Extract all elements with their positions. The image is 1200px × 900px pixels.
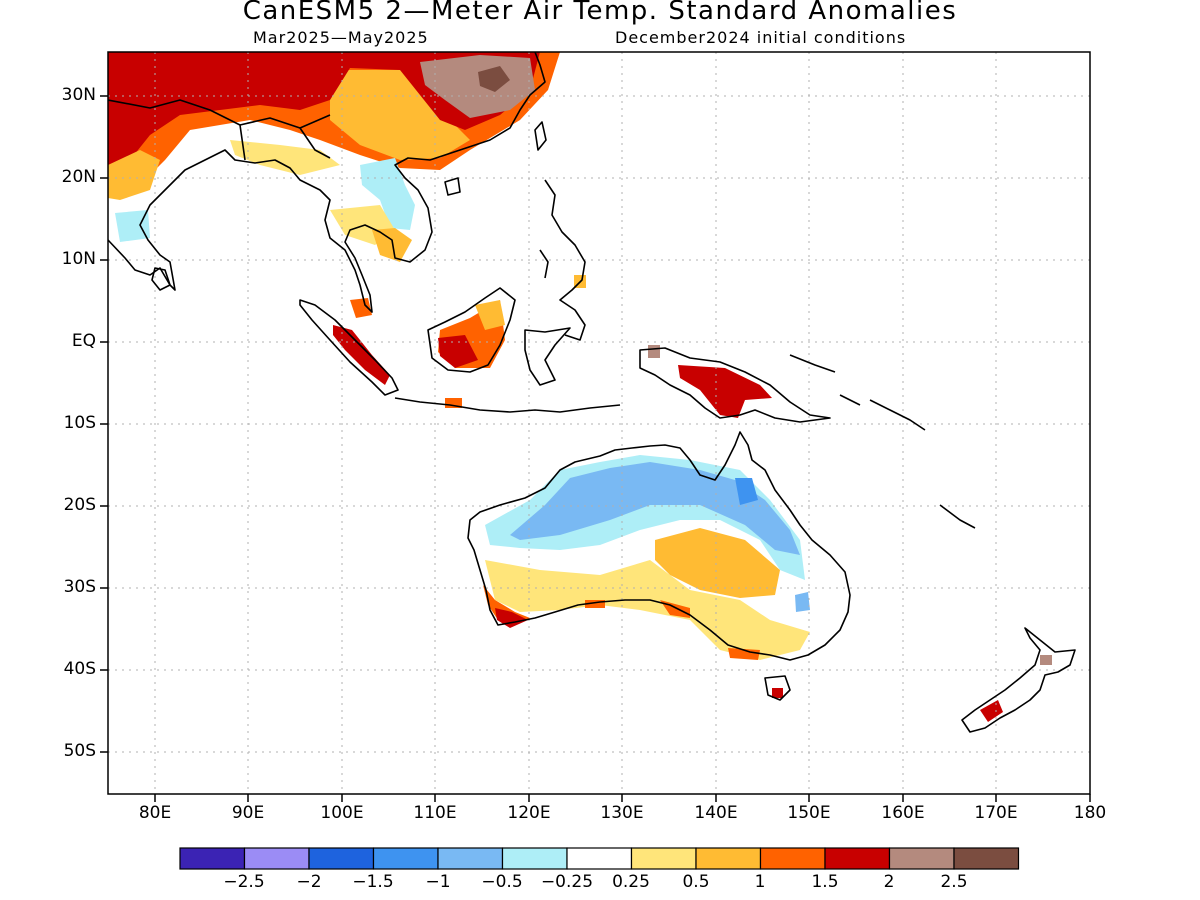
colorbar-label: −2 [296,872,322,892]
colorbar-swatch [243,847,310,870]
anomaly-sumatra-orange [350,298,372,318]
anomaly-aus-yellow [485,560,810,660]
colorbar-swatch [953,847,1020,870]
lon-label-170e: 170E [974,803,1018,823]
coast-tasmania [764,675,791,701]
coast-newzealand [961,627,1076,733]
lat-label-30n: 30N [61,85,96,105]
anomaly-indochina-cyan [360,158,415,230]
coast-taiwan [534,121,547,151]
coast-asia-interior [108,99,331,161]
tick-marks [100,95,1091,802]
anomaly-newguinea-red [678,365,772,418]
lon-label-90e: 90E [231,803,265,823]
colorbar-swatch [179,847,246,870]
anomaly-nz-brown [1040,655,1052,665]
coast-philippines [539,179,586,341]
colorbar-label: 2 [883,872,895,892]
colorbar-label: 2.5 [940,872,968,892]
lat-label-30s: 30S [63,577,96,597]
colorbar-swatch [566,847,633,870]
anomaly-tasmania-red [772,688,783,698]
lat-label-20n: 20N [61,167,96,187]
anomaly-aus-sw-red [495,608,528,628]
lon-label-160e: 160E [881,803,925,823]
colorbar-label: −0.25 [540,872,594,892]
colorbar-swatch [824,847,891,870]
lat-label-20s: 20S [63,495,96,515]
anomaly-india-lightorange [108,150,160,200]
anomaly-india-cyan [115,210,150,242]
colorbar-label: −1 [425,872,451,892]
lat-label-40s: 40S [63,659,96,679]
anomaly-aus-lightblue [510,462,800,555]
colorbar-label: 0.5 [682,872,710,892]
colorbar-label: −1.5 [352,872,394,892]
coastlines [108,52,1076,733]
coast-newguinea [639,347,831,423]
coast-sumatra [299,299,399,396]
coast-hainan [444,177,461,196]
colorbar-swatch [372,847,439,870]
anomaly-newguinea-brown [648,345,660,358]
colorbar-swatch [695,847,762,870]
lat-label-10n: 10N [61,249,96,269]
anomaly-sumatra-red [333,325,390,385]
colorbar-swatch [501,847,568,870]
lat-label-50s: 50S [63,741,96,761]
colorbar-swatch [630,847,697,870]
anomaly-aus-lightorange [655,528,780,598]
lon-label-120e: 120E [507,803,551,823]
anomaly-aus-sw-orange [483,585,530,625]
colorbar-label: −0.5 [481,872,523,892]
coast-borneo [427,287,516,373]
anomaly-indochina-orange [372,228,412,262]
anomaly-asia-brown [420,55,535,118]
coast-java [394,397,621,413]
anomaly-field [108,52,1052,722]
anomaly-asia-yellow [230,140,340,175]
colorbar-swatch [308,847,375,870]
anomaly-aus-east-blue [795,592,810,612]
colorbar-swatch [437,847,504,870]
colorbar-swatch [759,847,826,870]
anomaly-aus-south-orange [585,600,760,660]
anomaly-aus-blue [735,478,758,505]
lon-label-100e: 100E [320,803,364,823]
anomaly-asia-darkbrown [478,66,510,92]
coast-australia [467,431,851,661]
lon-label-80e: 80E [138,803,172,823]
lon-label-130e: 130E [600,803,644,823]
lat-label-10s: 10S [63,413,96,433]
coast-srilanka [151,267,171,291]
chart-subtitle-period: Mar2025—May2025 [253,28,429,47]
colorbar-swatch [888,847,955,870]
colorbar-label: 1.5 [811,872,839,892]
coast-sulawesi [524,327,571,386]
gridlines [108,52,1090,794]
colorbar-label: 0.25 [612,872,650,892]
lon-label-110e: 110E [413,803,457,823]
map-frame [107,51,1091,795]
colorbar-label: 1 [754,872,766,892]
colorbar [179,847,1020,870]
anomaly-borneo-yellow [475,300,505,330]
coast-melanesia [789,354,976,529]
coast-asia [108,52,546,313]
lat-label-eq: EQ [71,331,96,351]
chart-subtitle-initial-conditions: December2024 initial conditions [615,28,907,47]
colorbar-label: −2.5 [223,872,265,892]
lon-label-180: 180 [1073,803,1107,823]
lon-label-140e: 140E [694,803,738,823]
anomaly-nz-red [980,700,1003,722]
anomaly-borneo-red [438,335,478,368]
lon-label-150e: 150E [787,803,831,823]
chart-title: CanESM5 2—Meter Air Temp. Standard Anoma… [242,0,958,26]
